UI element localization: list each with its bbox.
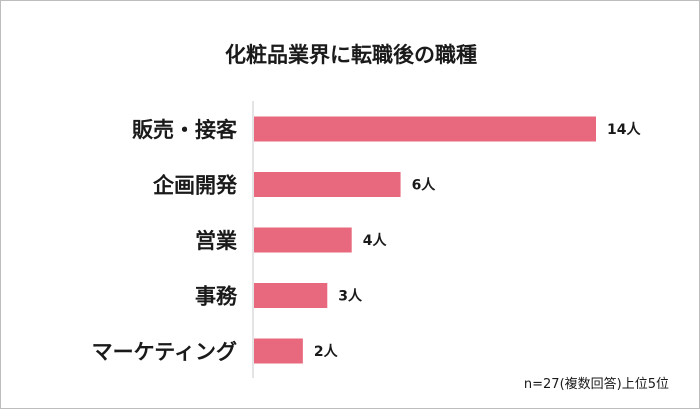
category-label-1: 企画開発 [152, 174, 238, 198]
bar-0 [254, 116, 596, 142]
bar-3 [254, 283, 328, 308]
bar-4 [254, 338, 303, 364]
category-label-3: 事務 [195, 285, 238, 309]
chart-title: 化粧品業界に転職後の職種 [225, 43, 477, 67]
value-label-2: 4人 [363, 232, 388, 249]
value-label-1: 6人 [412, 177, 437, 194]
category-label-2: 営業 [195, 229, 238, 253]
value-labels: 14人 6人 4人 3人 2人 [314, 121, 642, 360]
value-label-0: 14人 [607, 121, 641, 138]
category-label-4: マーケティング [92, 340, 237, 364]
sample-note: n=27(複数回答)上位5位 [524, 376, 669, 392]
bars-group [254, 116, 596, 364]
value-label-3: 3人 [338, 288, 363, 305]
category-label-0: 販売・接客 [132, 118, 238, 142]
value-label-4: 2人 [314, 343, 339, 360]
bar-2 [254, 227, 352, 253]
bar-1 [254, 172, 401, 197]
